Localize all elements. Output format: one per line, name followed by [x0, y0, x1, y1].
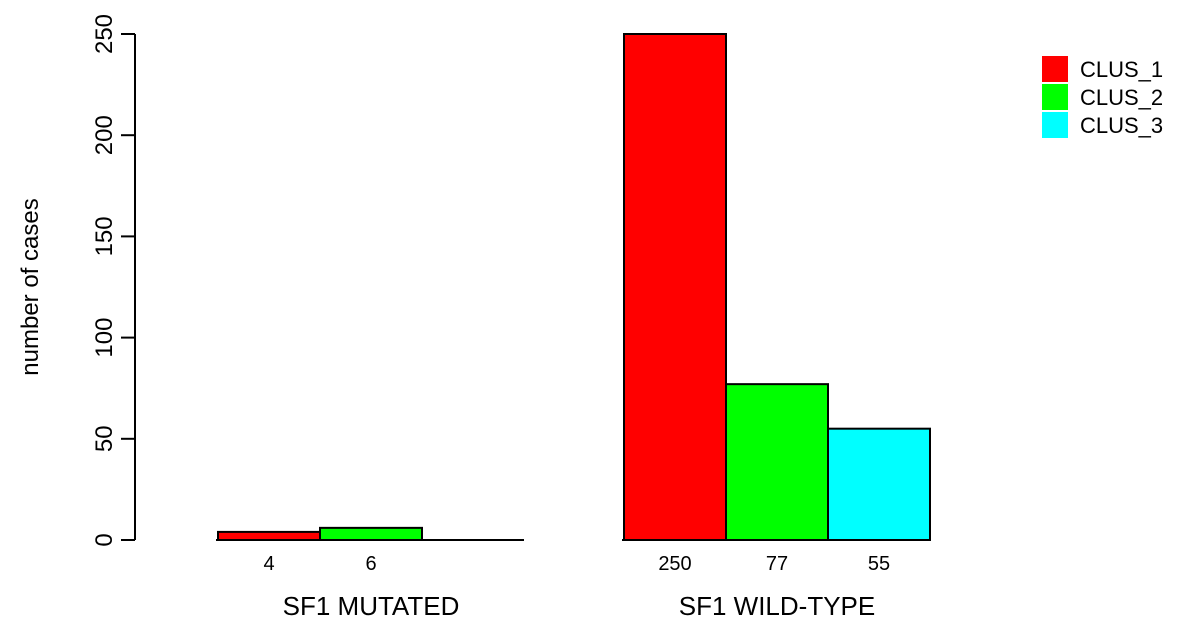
legend-label: CLUS_1: [1080, 57, 1163, 82]
group-label: SF1 WILD-TYPE: [679, 591, 875, 621]
bar-value-label: 6: [365, 553, 376, 575]
bars-layer: [217, 33, 931, 542]
legend-swatch: [1042, 56, 1068, 82]
bar-value-label: 77: [766, 553, 788, 575]
bar-clus-1: [217, 530, 321, 541]
bar-clus-1: [623, 33, 727, 541]
bar-clus-2: [319, 526, 423, 542]
legend-label: CLUS_3: [1080, 113, 1163, 138]
legend-label: CLUS_2: [1080, 85, 1163, 110]
bar-clus-3: [827, 427, 931, 541]
y-tick-label: 200: [91, 115, 118, 155]
y-tick-label: 50: [91, 425, 118, 452]
y-tick-label: 150: [91, 216, 118, 256]
legend: CLUS_1 CLUS_2 CLUS_3: [1042, 56, 1163, 138]
y-axis-label: number of cases: [17, 198, 44, 375]
bar-clus-2: [725, 383, 829, 542]
y-tick-label: 250: [91, 14, 118, 54]
bar-value-label: 55: [868, 553, 890, 575]
bar-value-label: 4: [263, 553, 274, 575]
legend-swatch: [1042, 112, 1068, 138]
bar-value-label: 250: [658, 553, 691, 575]
axes-layer: number of cases 0 50 100 150 200 250: [17, 14, 930, 547]
y-tick-label: 0: [91, 533, 118, 546]
group-label: SF1 MUTATED: [283, 591, 460, 621]
legend-swatch: [1042, 84, 1068, 110]
y-tick-label: 100: [91, 318, 118, 358]
labels-layer: 4 6 SF1 MUTATED 250 77 55 SF1 WILD-TYPE: [263, 553, 890, 621]
